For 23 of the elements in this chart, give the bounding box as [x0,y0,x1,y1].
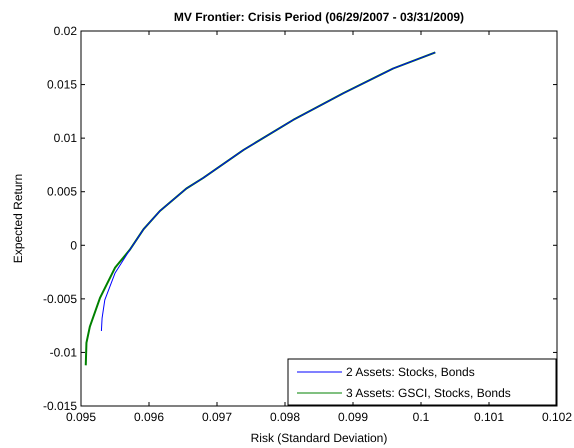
x-tick-label: 0.102 [542,410,572,424]
legend-label: 2 Assets: Stocks, Bonds [346,365,475,379]
x-tick-label: 0.098 [270,410,300,424]
y-tick-label: -0.01 [50,345,78,360]
y-tick-label: 0.02 [54,24,78,38]
legend-label: 3 Assets: GSCI, Stocks, Bonds [346,386,511,400]
x-tick-label: 0.095 [66,410,96,424]
x-axis-title: Risk (Standard Deviation) [250,431,388,445]
x-tick-label: 0.101 [474,410,504,424]
y-tick-label: 0.015 [46,78,78,92]
y-tick-label: -0.005 [42,292,78,306]
x-tick-label: 0.097 [202,410,232,424]
x-tick-label: 0.099 [338,410,368,424]
line-series [100,52,436,332]
x-tick-label: 0.096 [134,410,164,424]
y-tick-label: 0.005 [46,184,78,199]
chart-title: MV Frontier: Crisis Period (06/29/2007 - 03/31/2009) [174,10,464,24]
y-axis-title: Expected Return [11,174,25,264]
line-series [84,51,436,366]
y-tick-label: 0 [70,238,78,252]
x-tick-label: 0.1 [412,410,430,424]
y-tick-label: 0.01 [54,131,78,146]
y-tick-label: -0.015 [42,399,78,413]
